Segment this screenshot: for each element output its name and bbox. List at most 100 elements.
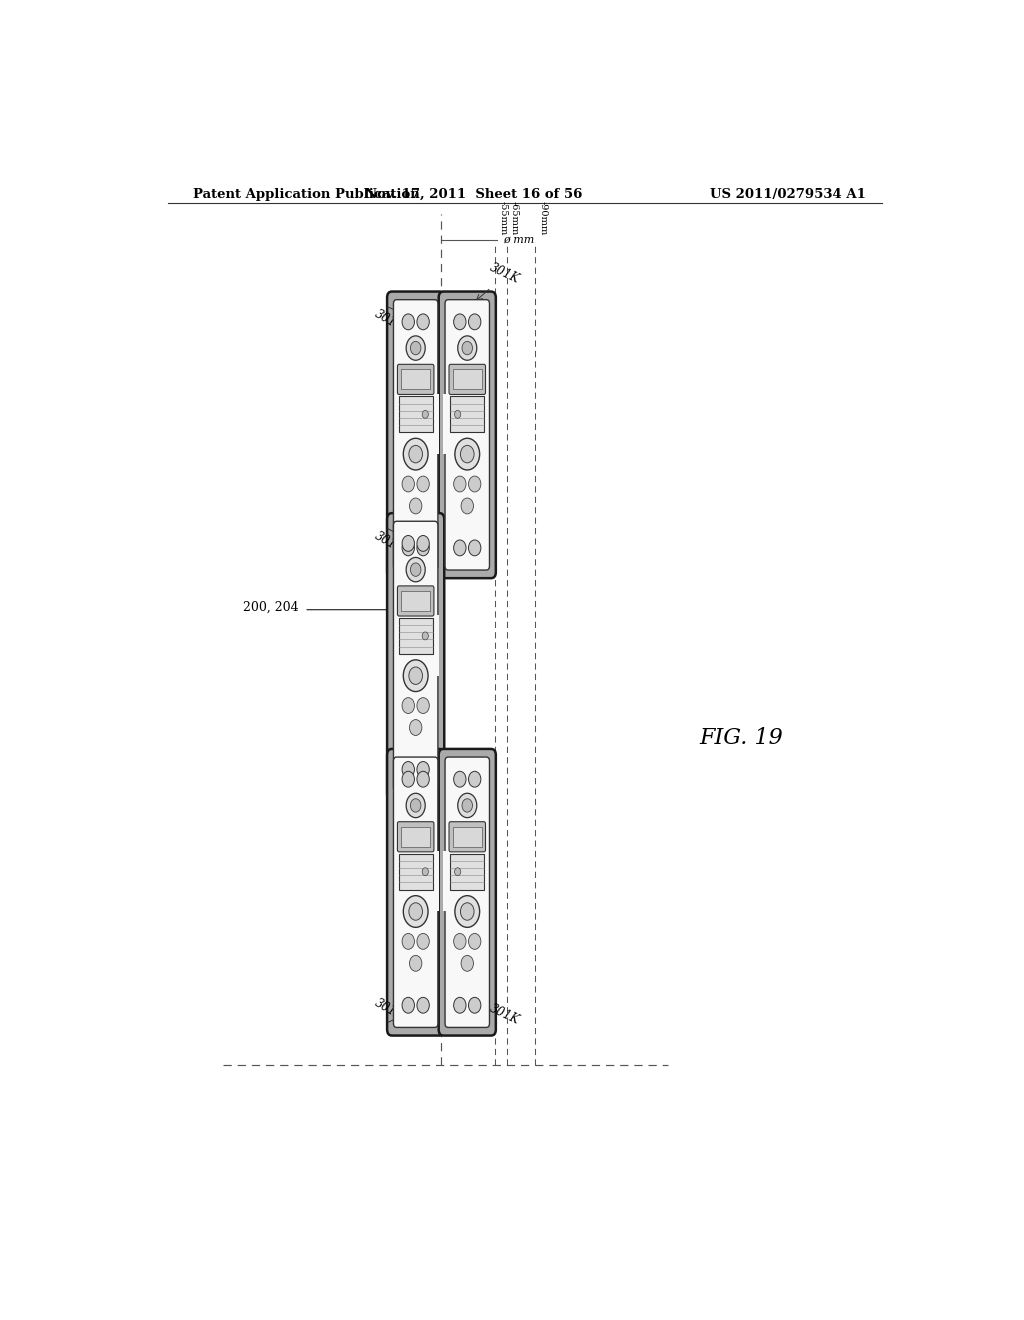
Circle shape [461,445,474,463]
Circle shape [407,335,425,360]
Circle shape [409,445,423,463]
Bar [431,851,439,911]
Circle shape [454,771,466,787]
Circle shape [422,411,428,418]
Circle shape [469,771,481,787]
Circle shape [417,933,429,949]
FancyBboxPatch shape [387,748,444,1036]
Text: 301Y: 301Y [372,529,404,556]
Bar [401,370,430,389]
Circle shape [410,498,422,513]
Circle shape [403,896,428,928]
FancyBboxPatch shape [445,300,489,570]
Circle shape [417,536,429,552]
Circle shape [461,903,474,920]
Circle shape [455,411,461,418]
Bar [453,370,481,389]
Circle shape [409,903,423,920]
Circle shape [454,998,466,1014]
Circle shape [417,477,429,492]
Circle shape [403,660,428,692]
Circle shape [402,762,415,777]
Text: 200, 204: 200, 204 [243,601,299,614]
Circle shape [455,867,461,875]
Circle shape [417,540,429,556]
Circle shape [402,933,415,949]
Circle shape [417,771,429,787]
Bar [398,618,433,653]
Circle shape [454,933,466,949]
Bar [398,854,433,890]
Circle shape [469,477,481,492]
FancyBboxPatch shape [397,364,434,395]
Circle shape [454,477,466,492]
Circle shape [469,540,481,556]
FancyBboxPatch shape [393,758,438,1027]
Circle shape [417,762,429,777]
Text: 301K: 301K [487,260,521,285]
Circle shape [402,536,415,552]
FancyBboxPatch shape [397,822,434,851]
Circle shape [417,998,429,1014]
Text: Patent Application Publication: Patent Application Publication [194,187,420,201]
Circle shape [461,498,473,513]
Bar [431,615,439,676]
Text: -90mm: -90mm [539,202,547,236]
Circle shape [461,956,473,972]
Bar [401,591,430,611]
Text: 301M: 301M [372,995,409,1024]
Circle shape [407,557,425,582]
FancyBboxPatch shape [387,292,444,578]
Circle shape [422,632,428,640]
Text: Nov. 17, 2011  Sheet 16 of 56: Nov. 17, 2011 Sheet 16 of 56 [365,187,582,201]
Text: FIG. 19: FIG. 19 [699,727,783,748]
Circle shape [402,998,415,1014]
FancyBboxPatch shape [393,521,438,792]
FancyBboxPatch shape [445,758,489,1027]
Bar [398,396,433,432]
Circle shape [469,998,481,1014]
FancyBboxPatch shape [438,292,496,578]
Bar [451,396,484,432]
Text: 301C: 301C [372,308,406,335]
Circle shape [402,477,415,492]
Circle shape [402,314,415,330]
Circle shape [462,342,472,355]
Text: US 2011/0279534 A1: US 2011/0279534 A1 [711,187,866,201]
Text: -65mm: -65mm [510,202,519,236]
Circle shape [462,799,472,812]
Bar [443,393,452,454]
Text: ø mm: ø mm [504,235,535,244]
Circle shape [455,896,479,928]
Circle shape [409,667,423,684]
Circle shape [402,698,415,714]
Circle shape [410,956,422,972]
Text: 301K: 301K [487,1002,521,1027]
Circle shape [403,438,428,470]
Circle shape [454,540,466,556]
Bar [443,851,452,911]
Circle shape [458,793,477,817]
Circle shape [411,799,421,812]
Bar [453,826,481,846]
FancyBboxPatch shape [449,364,485,395]
Circle shape [458,335,477,360]
Bar [451,854,484,890]
Circle shape [407,793,425,817]
FancyBboxPatch shape [449,822,485,851]
Circle shape [417,698,429,714]
Circle shape [402,771,415,787]
Text: -55mm: -55mm [499,202,508,236]
Circle shape [455,438,479,470]
FancyBboxPatch shape [393,300,438,570]
FancyBboxPatch shape [397,586,434,616]
Bar [401,826,430,846]
Circle shape [454,314,466,330]
Circle shape [410,719,422,735]
FancyBboxPatch shape [438,748,496,1036]
Circle shape [411,562,421,577]
FancyBboxPatch shape [387,513,444,800]
Circle shape [417,314,429,330]
Circle shape [402,540,415,556]
Circle shape [422,867,428,875]
